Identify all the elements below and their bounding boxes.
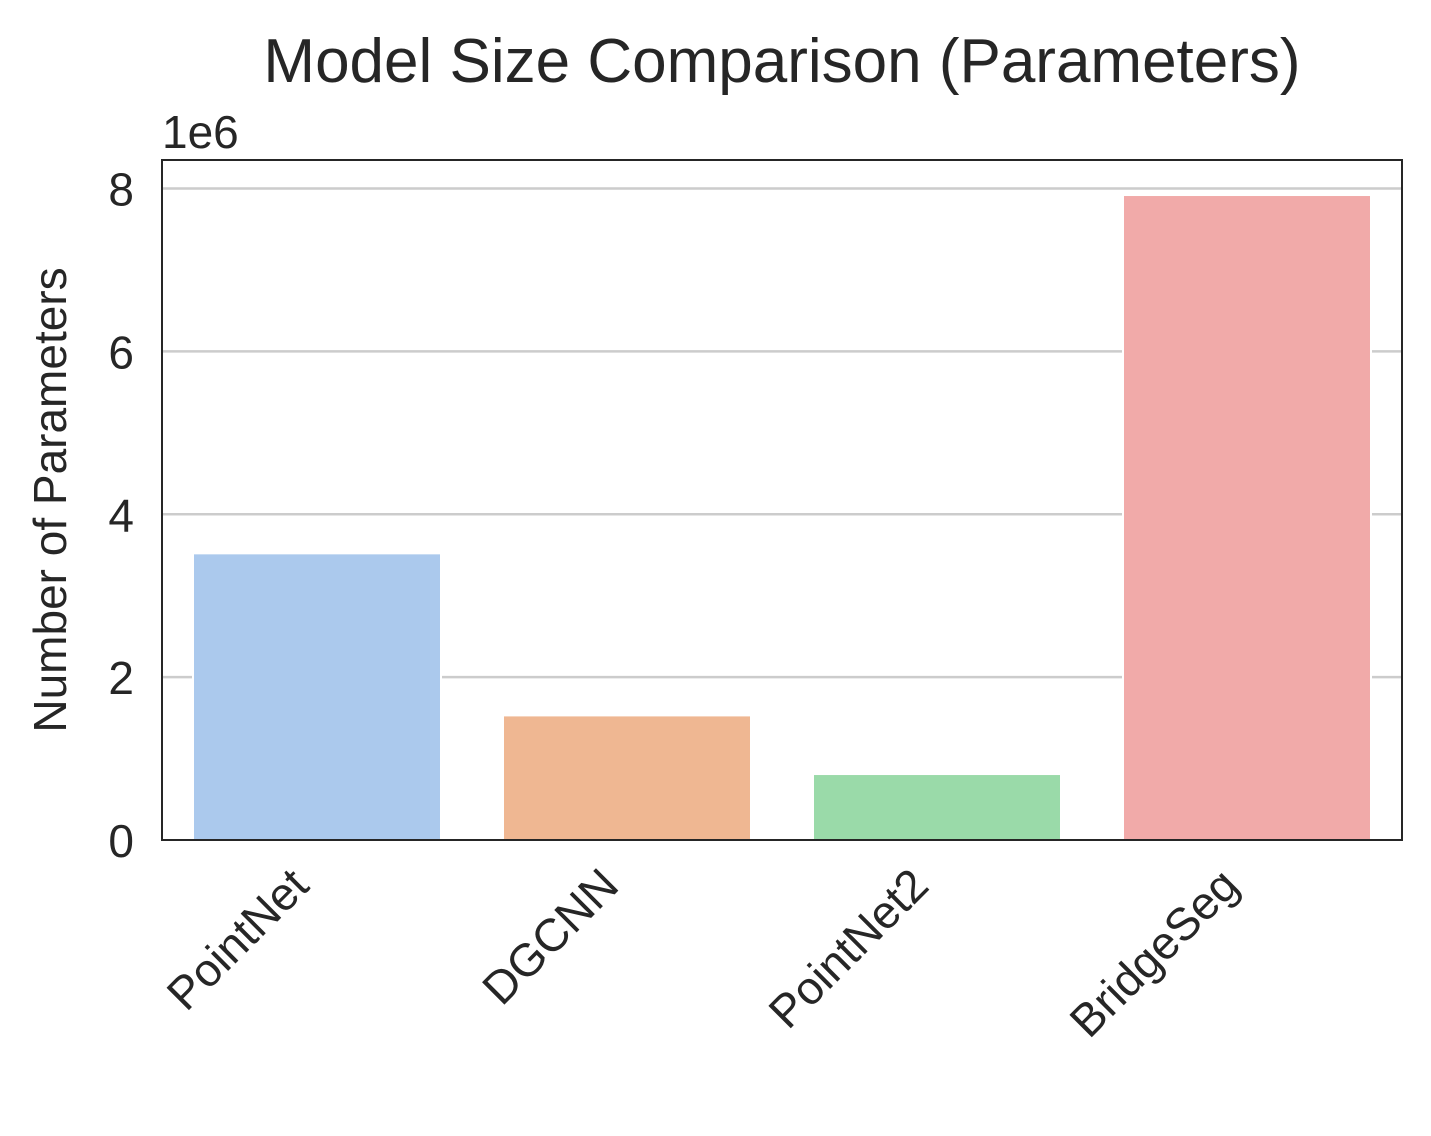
x-tick-label-bridgeseg: BridgeSeg [1059,858,1248,1047]
y-tick-label-2: 2 [108,652,134,704]
y-axis-offset-label: 1e6 [162,106,239,158]
y-tick-label-6: 6 [108,326,134,378]
bar-dgcnn [502,714,752,841]
x-tick-label-pointnet: PointNet [157,858,319,1020]
bar-pointnet [192,552,442,841]
y-axis-label: Number of Parameters [24,267,76,732]
plot-frame [161,159,1403,841]
x-tick-label-dgcnn: DGCNN [472,858,628,1014]
x-tick-label-pointnet2: PointNet2 [758,858,938,1038]
y-tick-labels: 0 2 4 6 8 [108,164,134,867]
bars [192,194,1372,842]
bar-bridgeseg [1122,194,1372,842]
y-tick-label-8: 8 [108,164,134,216]
bar-pointnet2 [812,773,1062,842]
x-tick-labels: PointNet DGCNN PointNet2 BridgeSeg [157,858,1249,1047]
chart-title: Model Size Comparison (Parameters) [263,27,1300,96]
y-tick-label-0: 0 [108,815,134,867]
y-tick-label-4: 4 [108,489,134,541]
